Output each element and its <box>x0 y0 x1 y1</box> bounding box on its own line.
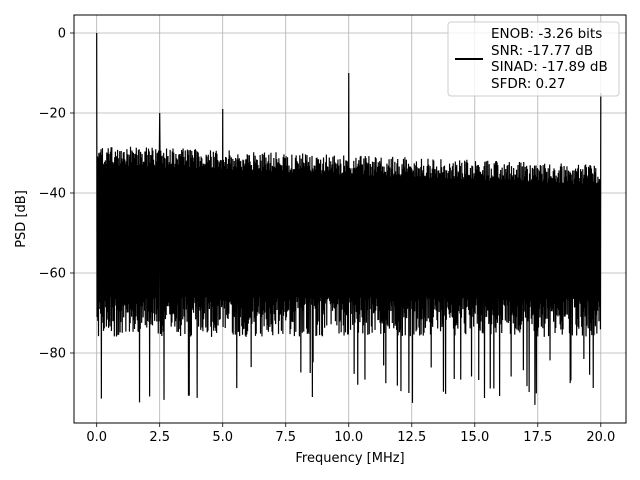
x-tick-label: 15.0 <box>460 430 489 445</box>
legend-entry-sinad: SINAD: -17.89 dB <box>491 59 608 75</box>
legend-entry-enob: ENOB: -3.26 bits <box>491 26 602 42</box>
axes-frame <box>73 14 627 424</box>
x-axis: 0.0 2.5 5.0 7.5 10.0 12.5 15.0 17.5 20.0 <box>86 423 615 445</box>
x-tick-label: 5.0 <box>212 430 233 445</box>
x-tick-label: 2.5 <box>149 430 170 445</box>
psd-series-line <box>96 32 602 405</box>
x-tick-label: 0.0 <box>86 430 107 445</box>
legend-entry-snr: SNR: -17.77 dB <box>491 43 593 59</box>
x-tick-label: 12.5 <box>397 430 426 445</box>
y-tick-label: 0 <box>58 27 66 42</box>
x-tick-label: 7.5 <box>275 430 296 445</box>
y-axis-label: PSD [dB] <box>14 190 29 248</box>
legend-box <box>447 21 620 97</box>
legend: ENOB: -3.26 bits SNR: -17.77 dB SINAD: -… <box>447 21 620 97</box>
x-axis-label: Frequency [MHz] <box>295 451 404 466</box>
x-tick-label: 17.5 <box>523 430 552 445</box>
y-axis: 0 −20 −40 −60 −80 <box>39 27 74 362</box>
x-tick-label: 10.0 <box>334 430 363 445</box>
y-tick-label: −80 <box>39 347 66 362</box>
y-tick-label: −20 <box>39 107 66 122</box>
legend-entry-sfdr: SFDR: 0.27 <box>491 76 566 92</box>
x-tick-label: 20.0 <box>586 430 615 445</box>
y-tick-label: −40 <box>39 187 66 202</box>
y-tick-label: −60 <box>39 267 66 282</box>
plot-area <box>96 32 602 405</box>
